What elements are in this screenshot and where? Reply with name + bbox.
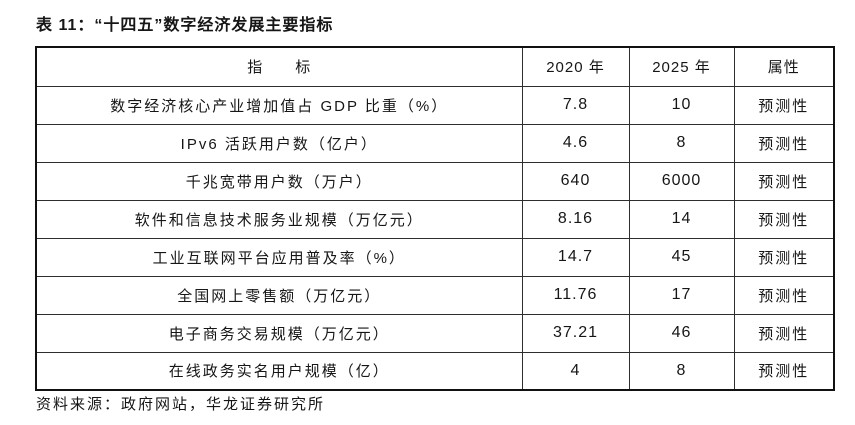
cell-attribute: 预测性 xyxy=(733,123,835,163)
cell-indicator: 在线政务实名用户规模（亿） xyxy=(35,351,523,391)
cell-2020: 37.21 xyxy=(521,313,630,353)
header-2025: 2025 年 xyxy=(628,46,735,87)
data-source-note: 资料来源：政府网站，华龙证券研究所 xyxy=(36,396,326,413)
cell-attribute: 预测性 xyxy=(733,199,835,239)
cell-indicator: IPv6 活跃用户数（亿户） xyxy=(35,123,523,163)
cell-2020: 7.8 xyxy=(521,85,630,125)
table-row: 在线政务实名用户规模（亿） 4 8 预测性 xyxy=(35,351,835,391)
cell-2020: 640 xyxy=(521,161,630,201)
header-attribute: 属性 xyxy=(733,46,835,87)
header-2020: 2020 年 xyxy=(521,46,630,87)
cell-2025: 8 xyxy=(628,123,735,163)
cell-indicator: 电子商务交易规模（万亿元） xyxy=(35,313,523,353)
indicators-table: 指 标 2020 年 2025 年 属性 数字经济核心产业增加值占 GDP 比重… xyxy=(35,46,835,391)
table-row: 数字经济核心产业增加值占 GDP 比重（%） 7.8 10 预测性 xyxy=(35,85,835,125)
cell-indicator: 千兆宽带用户数（万户） xyxy=(35,161,523,201)
cell-indicator: 软件和信息技术服务业规模（万亿元） xyxy=(35,199,523,239)
cell-attribute: 预测性 xyxy=(733,313,835,353)
cell-2020: 11.76 xyxy=(521,275,630,315)
cell-2020: 14.7 xyxy=(521,237,630,277)
cell-2025: 6000 xyxy=(628,161,735,201)
cell-2025: 8 xyxy=(628,351,735,391)
table-row: 软件和信息技术服务业规模（万亿元） 8.16 14 预测性 xyxy=(35,199,835,239)
header-indicator: 指 标 xyxy=(35,46,523,87)
cell-attribute: 预测性 xyxy=(733,237,835,277)
cell-indicator: 数字经济核心产业增加值占 GDP 比重（%） xyxy=(35,85,523,125)
cell-2025: 10 xyxy=(628,85,735,125)
cell-2020: 8.16 xyxy=(521,199,630,239)
cell-2020: 4 xyxy=(521,351,630,391)
cell-indicator: 全国网上零售额（万亿元） xyxy=(35,275,523,315)
header-row: 指 标 2020 年 2025 年 属性 xyxy=(35,46,835,87)
cell-attribute: 预测性 xyxy=(733,275,835,315)
cell-2025: 17 xyxy=(628,275,735,315)
table-row: 电子商务交易规模（万亿元） 37.21 46 预测性 xyxy=(35,313,835,353)
cell-2025: 14 xyxy=(628,199,735,239)
table-row: 全国网上零售额（万亿元） 11.76 17 预测性 xyxy=(35,275,835,315)
table-row: 千兆宽带用户数（万户） 640 6000 预测性 xyxy=(35,161,835,201)
table-row: IPv6 活跃用户数（亿户） 4.6 8 预测性 xyxy=(35,123,835,163)
table-row: 工业互联网平台应用普及率（%） 14.7 45 预测性 xyxy=(35,237,835,277)
cell-2020: 4.6 xyxy=(521,123,630,163)
cell-2025: 46 xyxy=(628,313,735,353)
cell-attribute: 预测性 xyxy=(733,85,835,125)
cell-attribute: 预测性 xyxy=(733,161,835,201)
cell-2025: 45 xyxy=(628,237,735,277)
table-title: 表 11：“十四五”数字经济发展主要指标 xyxy=(36,17,334,34)
cell-attribute: 预测性 xyxy=(733,351,835,391)
cell-indicator: 工业互联网平台应用普及率（%） xyxy=(35,237,523,277)
